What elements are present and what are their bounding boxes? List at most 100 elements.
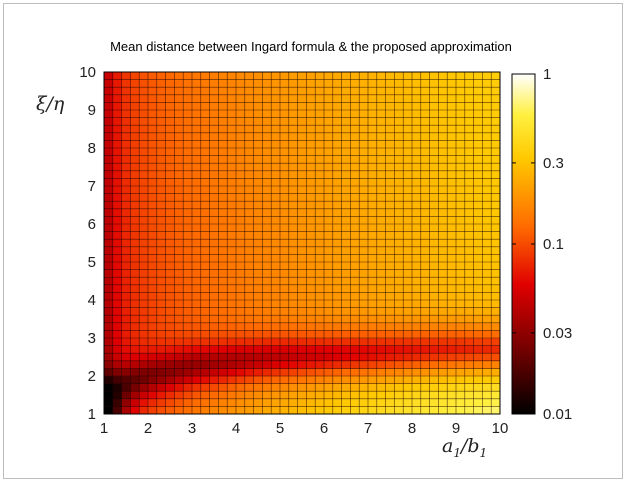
heatmap-gridlines	[104, 72, 500, 414]
figure-frame: Mean distance between Ingard formula & t…	[3, 3, 623, 479]
heatmap-cell	[341, 360, 351, 369]
heatmap-cell	[420, 398, 430, 407]
heatmap-cell	[148, 224, 158, 232]
heatmap-cell	[236, 163, 246, 172]
heatmap-cell	[209, 262, 219, 270]
heatmap-cell	[332, 398, 342, 407]
heatmap-cell	[403, 125, 413, 134]
heatmap-cell	[236, 178, 246, 187]
heatmap-cell	[376, 224, 386, 232]
heatmap-cell	[350, 391, 360, 400]
heatmap-cell	[376, 117, 386, 126]
heatmap-cell	[394, 239, 404, 248]
heatmap-cell	[244, 186, 254, 194]
heatmap-cell	[332, 262, 342, 270]
heatmap-cell	[420, 391, 430, 400]
heatmap-cell	[253, 360, 263, 369]
heatmap-cell	[121, 292, 131, 301]
heatmap-cell	[341, 132, 351, 141]
heatmap-cell	[156, 216, 166, 225]
heatmap-cell	[359, 277, 369, 286]
heatmap-cell	[420, 322, 430, 331]
heatmap-cell	[456, 178, 466, 187]
heatmap-cell	[447, 322, 457, 331]
heatmap-cell	[456, 155, 466, 164]
heatmap-cell	[376, 178, 386, 187]
heatmap-cell	[438, 353, 448, 362]
heatmap-cell	[341, 216, 351, 225]
heatmap-cell	[297, 87, 307, 96]
heatmap-cell	[482, 307, 492, 316]
heatmap-cell	[253, 376, 263, 384]
heatmap-cell	[288, 208, 298, 217]
heatmap-cell	[376, 94, 386, 103]
heatmap-cell	[236, 338, 246, 346]
heatmap-cell	[359, 163, 369, 172]
heatmap-cell	[192, 406, 202, 415]
heatmap-cell	[139, 117, 149, 126]
heatmap-cell	[104, 330, 114, 339]
heatmap-cell	[112, 79, 122, 88]
heatmap-cell	[376, 262, 386, 270]
heatmap-cell	[297, 186, 307, 194]
heatmap-cell	[244, 292, 254, 301]
heatmap-cell	[236, 269, 246, 278]
heatmap-cell	[376, 102, 386, 111]
x-tick-label: 4	[232, 420, 240, 437]
heatmap-cell	[253, 315, 263, 324]
heatmap-cell	[174, 231, 184, 240]
heatmap-cell	[280, 79, 290, 88]
heatmap-cell	[200, 360, 210, 369]
heatmap-cell	[368, 284, 378, 293]
heatmap-cell	[473, 345, 483, 354]
heatmap-cell	[385, 79, 395, 88]
heatmap-cell	[148, 277, 158, 286]
heatmap-cell	[130, 224, 140, 232]
heatmap-cell	[350, 376, 360, 384]
heatmap-cell	[324, 376, 334, 384]
colorbar-tick-label: 0.1	[543, 236, 564, 253]
heatmap-cell	[385, 353, 395, 362]
heatmap-cell	[473, 87, 483, 96]
heatmap-cell	[306, 254, 316, 263]
heatmap-cell	[156, 376, 166, 384]
heatmap-cell	[438, 224, 448, 232]
heatmap-cell	[359, 201, 369, 210]
heatmap-cell	[262, 315, 272, 324]
y-tick-label: 2	[88, 368, 96, 385]
heatmap-cell	[262, 178, 272, 187]
heatmap-cell	[341, 284, 351, 293]
heatmap-cell	[429, 277, 439, 286]
heatmap-cell	[130, 254, 140, 263]
heatmap-cell	[297, 398, 307, 407]
heatmap-cell	[324, 300, 334, 308]
heatmap-cell	[262, 208, 272, 217]
heatmap-cell	[429, 224, 439, 232]
heatmap-cell	[473, 353, 483, 362]
heatmap-cell	[341, 254, 351, 263]
heatmap-cell	[315, 170, 325, 179]
heatmap-cell	[306, 292, 316, 301]
colorbar-tick-label: 0.3	[543, 155, 564, 172]
heatmap-cell	[438, 72, 448, 80]
heatmap-cell	[420, 102, 430, 111]
heatmap-cell	[429, 163, 439, 172]
heatmap-cell	[341, 163, 351, 172]
heatmap-cell	[130, 315, 140, 324]
heatmap-cell	[280, 132, 290, 141]
heatmap-cell	[271, 186, 281, 194]
heatmap-cell	[429, 231, 439, 240]
heatmap-cell	[112, 315, 122, 324]
heatmap-cell	[280, 239, 290, 248]
heatmap-cell	[183, 360, 193, 369]
heatmap-cell	[350, 383, 360, 392]
heatmap-cell	[156, 224, 166, 232]
colorbar-tick-label: 1	[543, 66, 551, 83]
heatmap-cell	[447, 315, 457, 324]
heatmap-cell	[262, 193, 272, 202]
heatmap-cell	[156, 338, 166, 346]
heatmap-cell	[156, 322, 166, 331]
heatmap-cell	[156, 231, 166, 240]
heatmap-cell	[412, 254, 422, 263]
heatmap-cell	[156, 208, 166, 217]
